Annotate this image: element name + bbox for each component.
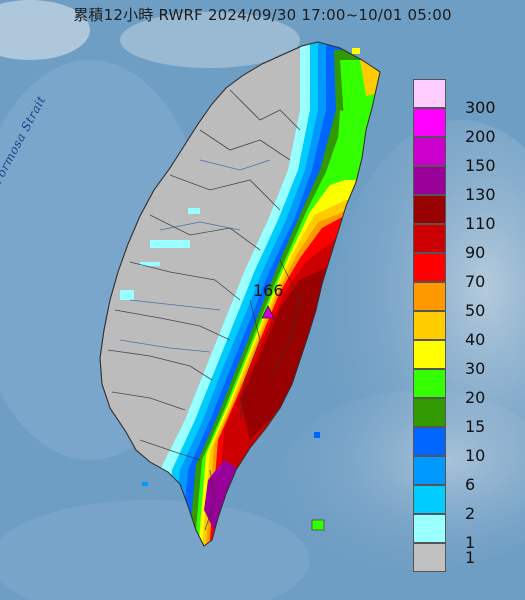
legend-swatch xyxy=(413,514,446,543)
legend-swatch xyxy=(413,224,446,253)
legend-label: 40 xyxy=(465,330,486,349)
legend-label: 50 xyxy=(465,301,486,320)
legend-swatch xyxy=(413,253,446,282)
legend-swatch xyxy=(413,311,446,340)
legend-label: 15 xyxy=(465,417,486,436)
legend-swatch xyxy=(413,369,446,398)
legend-swatch xyxy=(413,456,446,485)
legend-label: 6 xyxy=(465,475,476,494)
legend-label: 200 xyxy=(465,127,496,146)
legend-label: 90 xyxy=(465,243,486,262)
map-title: 累積12小時 RWRF 2024/09/30 17:00~10/01 05:00 xyxy=(73,6,452,24)
legend-label: 20 xyxy=(465,388,486,407)
legend-label: 2 xyxy=(465,504,476,523)
legend-swatch xyxy=(413,543,446,572)
legend-swatch xyxy=(413,282,446,311)
legend-swatch xyxy=(413,79,446,108)
max-rain-label: 166 xyxy=(253,281,284,300)
max-rain-marker xyxy=(261,305,275,319)
legend-label: 1 xyxy=(465,533,476,552)
legend-swatch xyxy=(413,427,446,456)
legend-swatch xyxy=(413,137,446,166)
color-legend: 300 200 150 130 110 90 70 50 40 30 20 15 10 6 2 1 1 xyxy=(413,78,513,573)
legend-swatch xyxy=(413,195,446,224)
legend-label: 1 xyxy=(465,548,476,567)
legend-label: 10 xyxy=(465,446,486,465)
legend-label: 30 xyxy=(465,359,486,378)
legend-label: 110 xyxy=(465,214,496,233)
legend-label: 130 xyxy=(465,185,496,204)
legend-label: 150 xyxy=(465,156,496,175)
legend-swatch xyxy=(413,166,446,195)
legend-swatch xyxy=(413,485,446,514)
legend-label: 70 xyxy=(465,272,486,291)
legend-label: 300 xyxy=(465,98,496,117)
legend-swatch xyxy=(413,108,446,137)
legend-swatch xyxy=(413,340,446,369)
legend-swatch xyxy=(413,398,446,427)
